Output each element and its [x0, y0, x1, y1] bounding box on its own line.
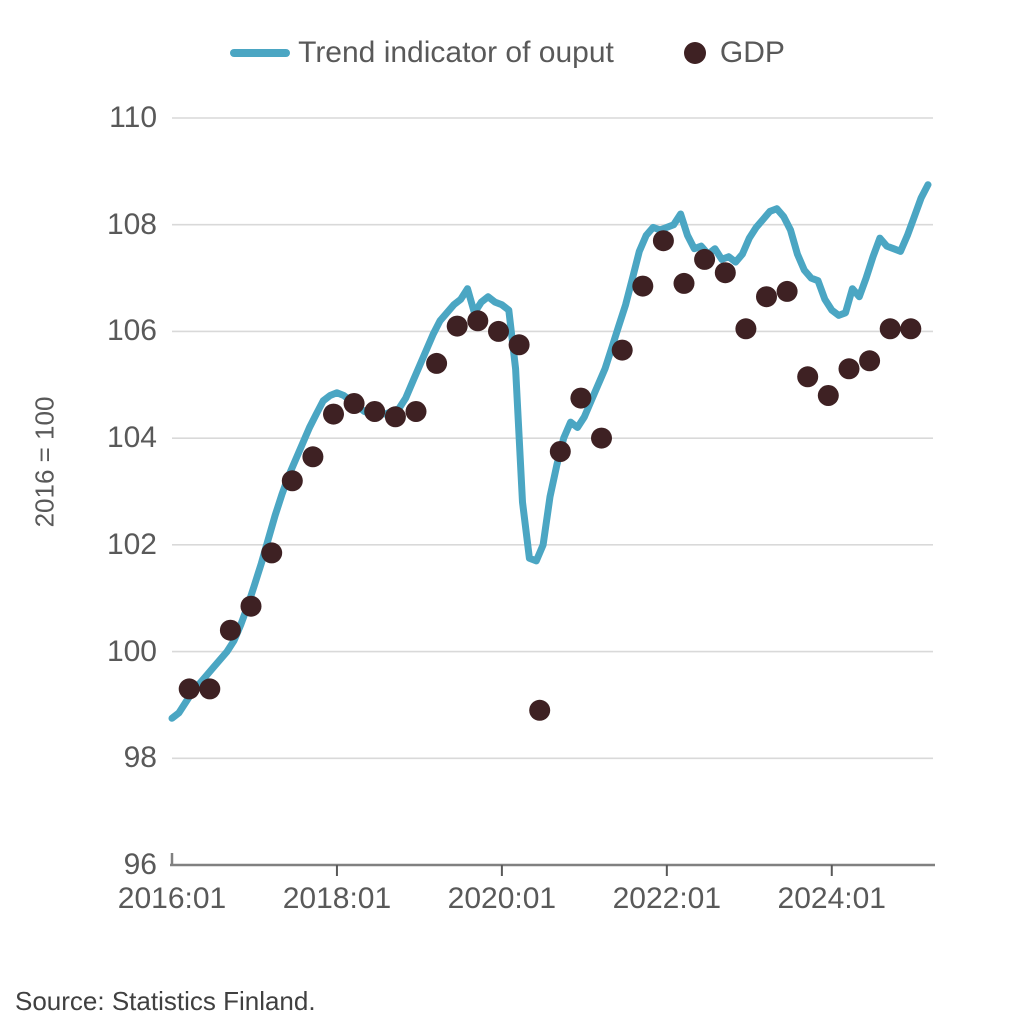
y-tick-label: 96	[123, 848, 157, 881]
gdp-dot	[797, 366, 819, 388]
gdp-dot	[735, 318, 757, 340]
gdp-dot	[879, 318, 901, 340]
gdp-dot	[426, 352, 448, 374]
source-note: Source: Statistics Finland.	[15, 986, 316, 1016]
gdp-dot	[364, 401, 386, 422]
gdp-dot-swatch-icon	[683, 42, 706, 64]
gdp-dot	[817, 385, 839, 406]
gdp-dot	[323, 403, 344, 425]
trend-line	[168, 181, 932, 722]
x-tick-label: 2024:01	[777, 882, 886, 915]
gdp-dot	[199, 678, 221, 700]
gdp-dot	[508, 334, 530, 356]
gdp-dot	[302, 446, 324, 468]
y-tick-label: 100	[106, 634, 157, 668]
x-tick-label: 2018:01	[282, 882, 392, 915]
gdp-dot	[859, 350, 881, 372]
legend-label-trend: Trend indicator of ouput	[298, 36, 614, 69]
gdp-dot	[549, 441, 571, 462]
y-tick-label: 102	[106, 527, 157, 561]
gdp-dot	[591, 427, 612, 449]
gdp-dot	[776, 280, 798, 302]
y-tick-label: 104	[106, 421, 157, 455]
legend-label-gdp: GDP	[719, 36, 785, 69]
gdp-dot	[178, 678, 200, 700]
gdp-dot	[694, 248, 716, 270]
x-tick-label: 2020:01	[447, 882, 557, 915]
gdp-dot	[219, 619, 241, 641]
gdp-dot	[900, 318, 922, 340]
gdp-dot	[384, 406, 406, 428]
gdp-dot	[652, 230, 674, 252]
gdp-dot	[632, 275, 654, 297]
gdp-dot	[446, 315, 468, 337]
x-tick-label: 2016:01	[117, 882, 227, 915]
y-tick-label: 98	[123, 741, 157, 775]
trend-line-swatch-icon	[230, 49, 291, 57]
x-tick-label: 2022:01	[612, 882, 722, 915]
gdp-dot	[281, 470, 303, 492]
y-tick-label: 110	[109, 101, 157, 134]
legend: Trend indicator of ouput GDP	[0, 34, 1015, 72]
gdp-dot	[673, 272, 695, 294]
gdp-dot	[611, 339, 633, 361]
legend-item-gdp: GDP	[683, 34, 785, 72]
gdp-dot	[838, 358, 860, 380]
y-tick-label: 106	[106, 314, 157, 348]
gdp-dot	[529, 699, 551, 721]
gdp-dot	[756, 286, 777, 308]
gdp-dot	[240, 595, 262, 617]
gdp-dot	[714, 262, 736, 284]
legend-item-trend: Trend indicator of ouput	[230, 34, 614, 72]
gdp-dot	[343, 393, 365, 414]
gdp-dot	[488, 320, 509, 342]
gdp-dot	[405, 401, 427, 422]
gdp-dot	[261, 542, 283, 564]
y-tick-label: 108	[106, 207, 157, 241]
gdp-dot	[570, 387, 592, 409]
gdp-dot	[467, 310, 489, 332]
